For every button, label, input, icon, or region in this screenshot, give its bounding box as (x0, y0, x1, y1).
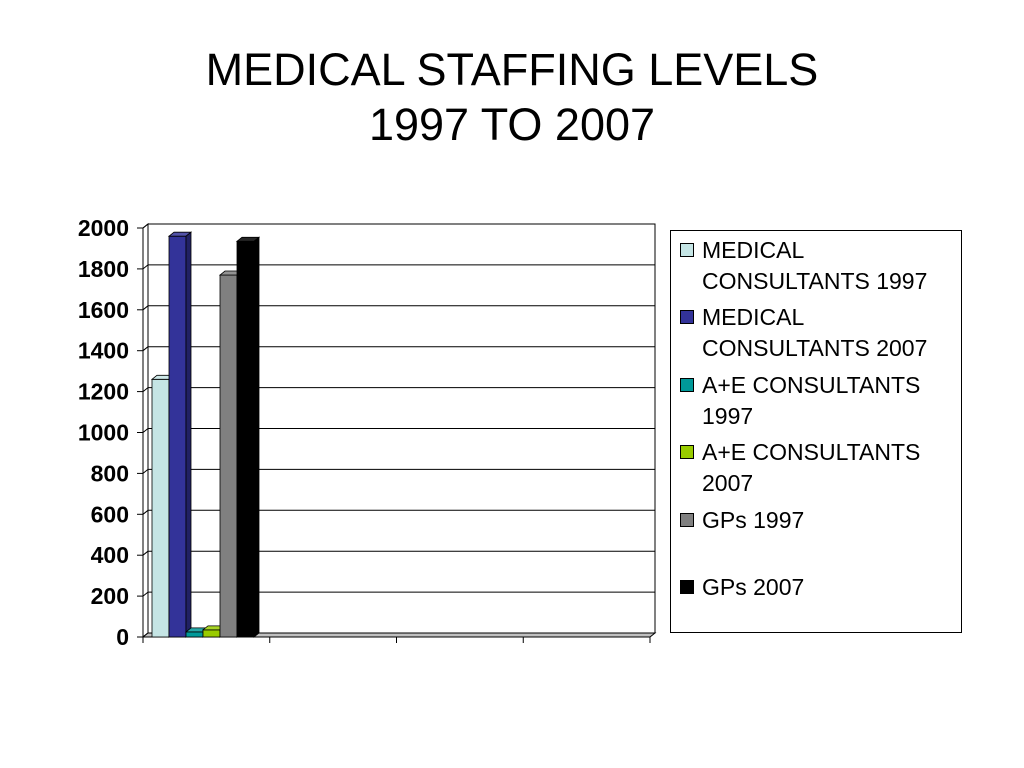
legend-item: MEDICAL CONSULTANTS 2007 (671, 302, 961, 369)
y-tick-label: 0 (116, 624, 129, 650)
legend-swatch (680, 512, 694, 527)
legend-item: GPs 2007 (671, 572, 961, 639)
side-gridline (142, 223, 149, 229)
side-gridline (142, 264, 149, 270)
y-tick-label: 1800 (78, 256, 129, 282)
y-tick-label: 600 (91, 501, 129, 527)
bar-medical-consultants-2007 (167, 231, 193, 638)
bar-front-face (219, 274, 238, 638)
legend-item: GPs 1997 (671, 505, 961, 572)
bar-gps-2007 (235, 236, 261, 638)
legend-label: A+E CONSULTANTS 2007 (702, 439, 921, 497)
legend-item: A+E CONSULTANTS 2007 (671, 437, 961, 504)
legend-label: GPs 2007 (702, 574, 805, 600)
bar-front-face (236, 240, 255, 638)
bar-front-face (202, 629, 221, 638)
chart-title-line-2: 1997 TO 2007 (368, 99, 656, 150)
side-gridline (142, 550, 149, 556)
y-tick-label: 1200 (78, 379, 129, 405)
legend-swatch (680, 243, 694, 257)
legend-label: GPs 1997 (702, 506, 805, 533)
legend-label: A+E CONSULTANTS 1997 (702, 371, 921, 429)
y-tick-label: 2000 (78, 215, 129, 241)
side-gridline (142, 469, 149, 474)
legend-swatch (680, 580, 694, 594)
bar-front-face (151, 378, 170, 638)
side-gridline (142, 305, 149, 311)
bar-front-face (168, 235, 187, 638)
side-gridline (142, 591, 149, 597)
bar-side-face (253, 236, 260, 638)
y-tick-label: 200 (91, 583, 129, 609)
y-tick-label: 400 (91, 542, 129, 568)
bar-side-face (185, 231, 192, 638)
legend-item: MEDICAL CONSULTANTS 1997 (671, 235, 961, 302)
side-gridline (142, 509, 149, 515)
chart-title-line-1: MEDICAL STAFFING LEVELS (205, 44, 819, 95)
y-tick-label: 1600 (78, 297, 129, 323)
y-tick-label: 1400 (78, 338, 129, 364)
legend-label: MEDICAL CONSULTANTS 1997 (702, 237, 928, 294)
legend-swatch (680, 377, 694, 392)
side-gridline (142, 387, 149, 392)
y-tick-label: 800 (91, 460, 129, 486)
legend-swatch (680, 445, 694, 460)
chart-legend: MEDICAL CONSULTANTS 1997 MEDICAL CONSULT… (670, 230, 962, 633)
legend-item: A+E CONSULTANTS 1997 (671, 370, 961, 437)
legend-label: MEDICAL CONSULTANTS 2007 (702, 304, 928, 362)
legend-swatch (680, 310, 694, 325)
y-tick-label: 1000 (78, 420, 129, 446)
bar-front-face (185, 631, 204, 638)
side-gridline (142, 346, 149, 352)
side-gridline (142, 428, 149, 433)
